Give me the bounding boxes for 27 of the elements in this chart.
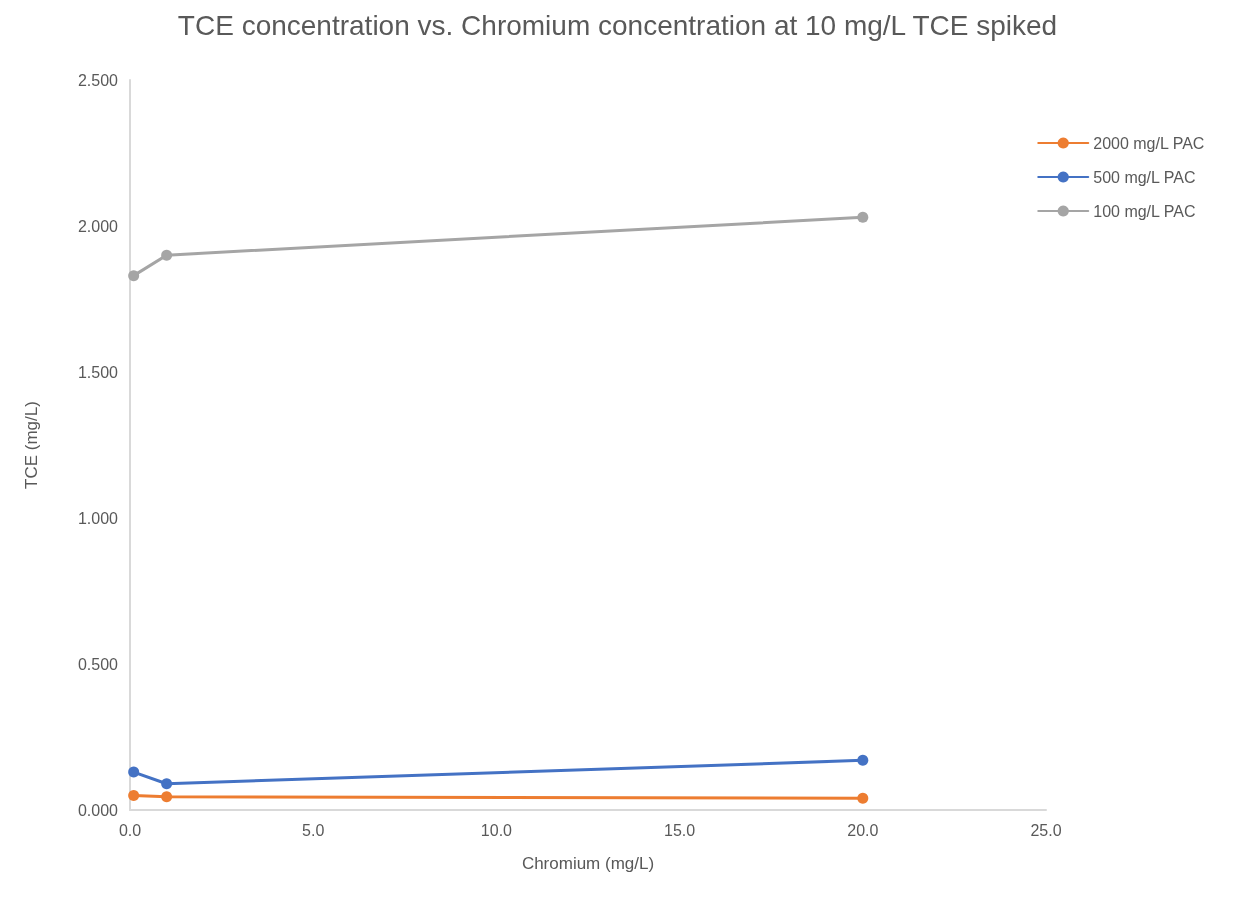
point xyxy=(857,211,869,223)
y-tick-label: 1.000 xyxy=(77,509,119,527)
point xyxy=(128,270,140,282)
y-tick-label: 1.500 xyxy=(77,363,119,381)
point xyxy=(857,792,869,804)
x-tick-label: 5.0 xyxy=(302,821,325,839)
legend-label: 2000 mg/L PAC xyxy=(1093,134,1205,152)
chart-title: TCE concentration vs. Chromium concentration at 10 mg/L TCE spiked xyxy=(177,9,1058,41)
x-axis-title: Chromium (mg/L) xyxy=(521,854,655,873)
point xyxy=(161,778,173,790)
point xyxy=(161,791,173,803)
x-tick-label: 15.0 xyxy=(664,821,696,839)
y-tick-label: 2.000 xyxy=(77,217,119,235)
legend-label: 500 mg/L PAC xyxy=(1093,168,1196,186)
y-tick-label: 0.000 xyxy=(77,801,119,819)
x-tick-label: 25.0 xyxy=(1030,821,1062,839)
x-tick-label: 0.0 xyxy=(118,821,142,839)
legend-label: 100 mg/L PAC xyxy=(1093,202,1196,220)
x-tick-label: 10.0 xyxy=(480,821,513,839)
y-tick-label: 2.500 xyxy=(77,71,119,89)
y-tick-label: 0.500 xyxy=(77,655,119,673)
point xyxy=(128,789,140,801)
x-tick-label: 20.0 xyxy=(847,821,879,839)
point xyxy=(161,249,173,261)
y-axis-title: TCE (mg/L) xyxy=(22,401,41,489)
point xyxy=(857,754,869,766)
point xyxy=(128,766,140,778)
